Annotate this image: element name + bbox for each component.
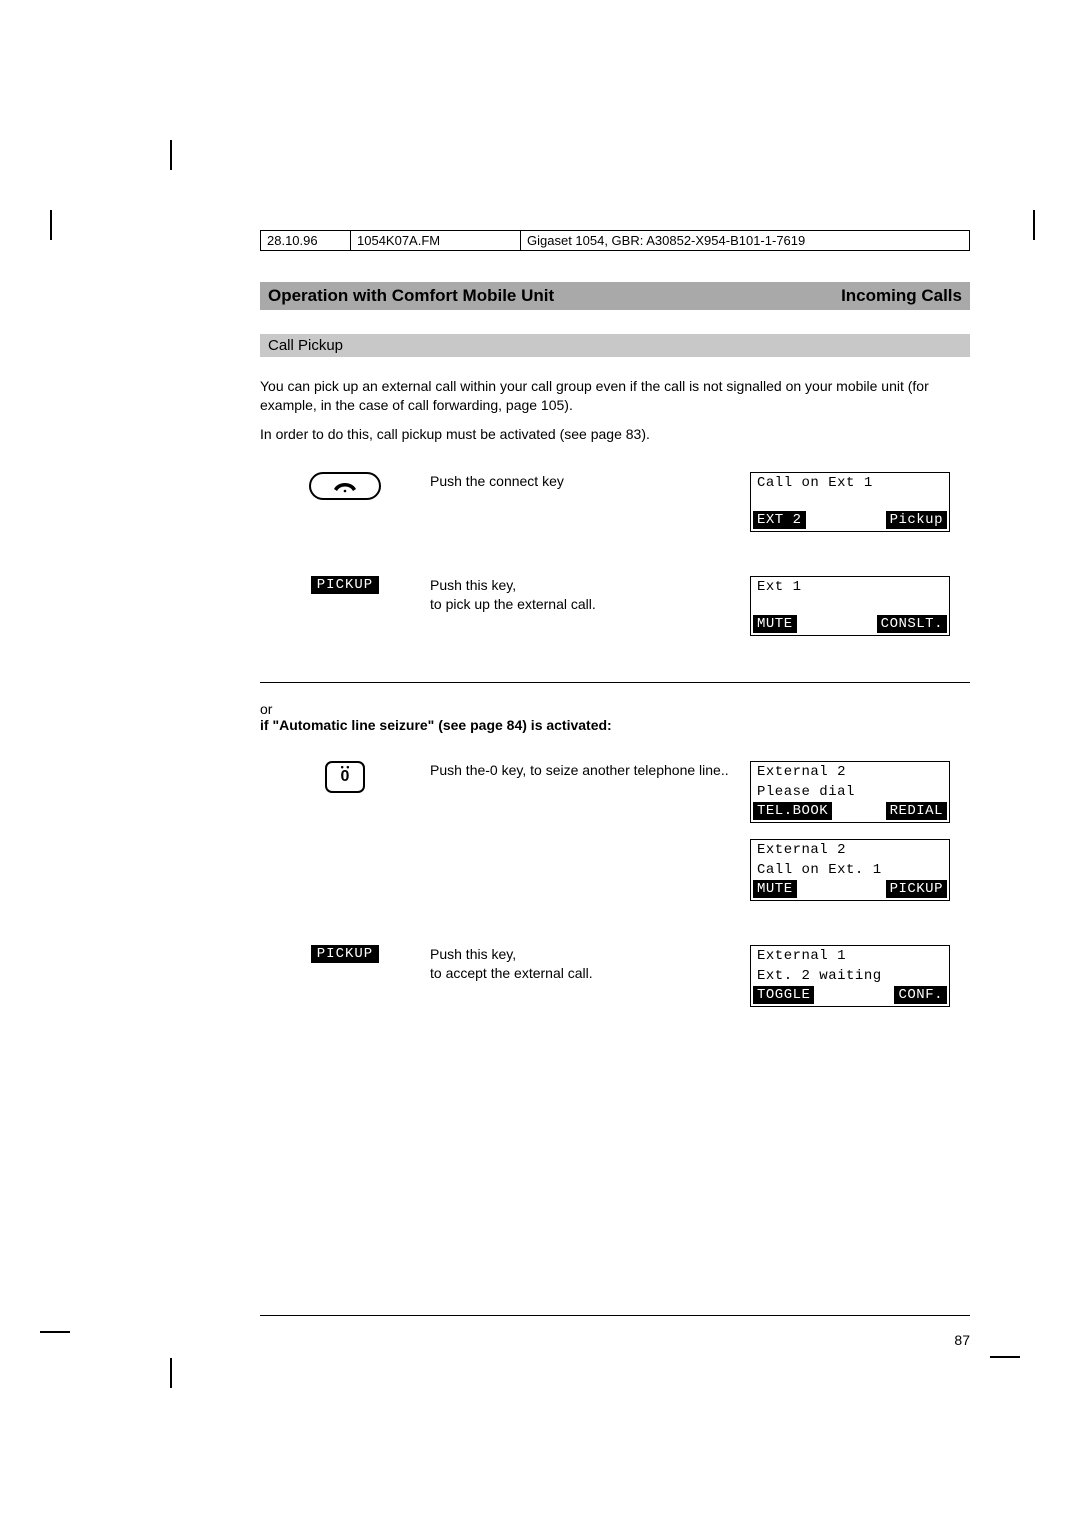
display-screen: Ext 1 MUTE CONSLT.	[750, 576, 950, 652]
condition-text: if "Automatic line seizure" (see page 84…	[260, 717, 612, 733]
step-key: PICKUP	[260, 945, 430, 1023]
section-heading: Call Pickup	[260, 334, 970, 357]
step-pickup-accept: PICKUP Push this key, to accept the exte…	[260, 945, 970, 1023]
screen-line: Ext. 2 waiting	[751, 966, 949, 986]
title-right: Incoming Calls	[841, 286, 962, 306]
step-desc: Push this key, to pick up the external c…	[430, 576, 750, 652]
step-pickup: PICKUP Push this key, to pick up the ext…	[260, 576, 970, 652]
desc-line: Push this key,	[430, 577, 516, 593]
title-left: Operation with Comfort Mobile Unit	[268, 286, 554, 306]
screen-line: External 2	[751, 762, 949, 782]
softkey-left: MUTE	[753, 615, 797, 633]
crop-mark	[40, 1331, 70, 1333]
display-screen: External 1 Ext. 2 waiting TOGGLE CONF.	[750, 945, 950, 1023]
intro-p2: In order to do this, call pickup must be…	[260, 425, 970, 444]
display-screen-group: External 2 Please dial TEL.BOOK REDIAL E…	[750, 761, 950, 917]
softkey-left: EXT 2	[753, 511, 806, 529]
step-connect: Push the connect key Call on Ext 1 EXT 2…	[260, 472, 970, 548]
step-key: PICKUP	[260, 576, 430, 652]
screen-line: Call on Ext. 1	[751, 860, 949, 880]
softkey-left: TOGGLE	[753, 986, 814, 1004]
screen-line: Call on Ext 1	[751, 473, 949, 493]
divider	[260, 682, 970, 683]
softkey-right: Pickup	[886, 511, 947, 529]
step-key: • • 0	[260, 761, 430, 917]
zero-key-icon: • • 0	[325, 761, 365, 793]
crop-mark	[1033, 210, 1035, 240]
screen-line	[751, 493, 949, 511]
softkey-right: REDIAL	[886, 802, 947, 820]
crop-mark	[170, 1358, 172, 1388]
step-desc: Push the connect key	[430, 472, 750, 548]
crop-mark	[990, 1356, 1020, 1358]
header-file: 1054K07A.FM	[350, 230, 520, 251]
page-number: 87	[954, 1332, 970, 1348]
handset-icon	[332, 479, 358, 493]
intro-text: You can pick up an external call within …	[260, 377, 970, 444]
softkey-right: PICKUP	[886, 880, 947, 898]
step-desc: Push the-0 key, to seize another telepho…	[430, 761, 750, 917]
softkey-right: CONSLT.	[877, 615, 947, 633]
pickup-softkey-label: PICKUP	[311, 576, 379, 594]
display-screen: External 2 Call on Ext. 1 MUTE PICKUP	[750, 839, 950, 901]
pickup-softkey-label: PICKUP	[311, 945, 379, 963]
title-bar: Operation with Comfort Mobile Unit Incom…	[260, 282, 970, 310]
step-key	[260, 472, 430, 548]
desc-line: Push this key,	[430, 946, 516, 962]
screen-line: Please dial	[751, 782, 949, 802]
content-area: 28.10.96 1054K07A.FM Gigaset 1054, GBR: …	[260, 230, 970, 1023]
display-screen: External 2 Please dial TEL.BOOK REDIAL	[750, 761, 950, 823]
doc-header: 28.10.96 1054K07A.FM Gigaset 1054, GBR: …	[260, 230, 970, 250]
crop-mark	[50, 210, 52, 240]
screen-line: Ext 1	[751, 577, 949, 597]
display-screen: Call on Ext 1 EXT 2 Pickup	[750, 472, 950, 548]
header-date: 28.10.96	[260, 230, 350, 251]
step-desc: Push this key, to accept the external ca…	[430, 945, 750, 1023]
softkey-left: MUTE	[753, 880, 797, 898]
connect-key-icon	[309, 472, 381, 500]
footer-divider	[260, 1315, 970, 1316]
softkey-left: TEL.BOOK	[753, 802, 832, 820]
screen-line	[751, 597, 949, 615]
alt-condition: or if "Automatic line seizure" (see page…	[260, 701, 970, 733]
or-label: or	[260, 701, 970, 717]
crop-mark	[170, 140, 172, 170]
softkey-right: CONF.	[894, 986, 947, 1004]
intro-p1: You can pick up an external call within …	[260, 377, 970, 415]
desc-line: to pick up the external call.	[430, 596, 596, 612]
step-zero-key: • • 0 Push the-0 key, to seize another t…	[260, 761, 970, 917]
page: 28.10.96 1054K07A.FM Gigaset 1054, GBR: …	[0, 0, 1080, 1528]
desc-line: to accept the external call.	[430, 965, 593, 981]
screen-line: External 1	[751, 946, 949, 966]
screen-line: External 2	[751, 840, 949, 860]
header-doc: Gigaset 1054, GBR: A30852-X954-B101-1-76…	[520, 230, 970, 251]
